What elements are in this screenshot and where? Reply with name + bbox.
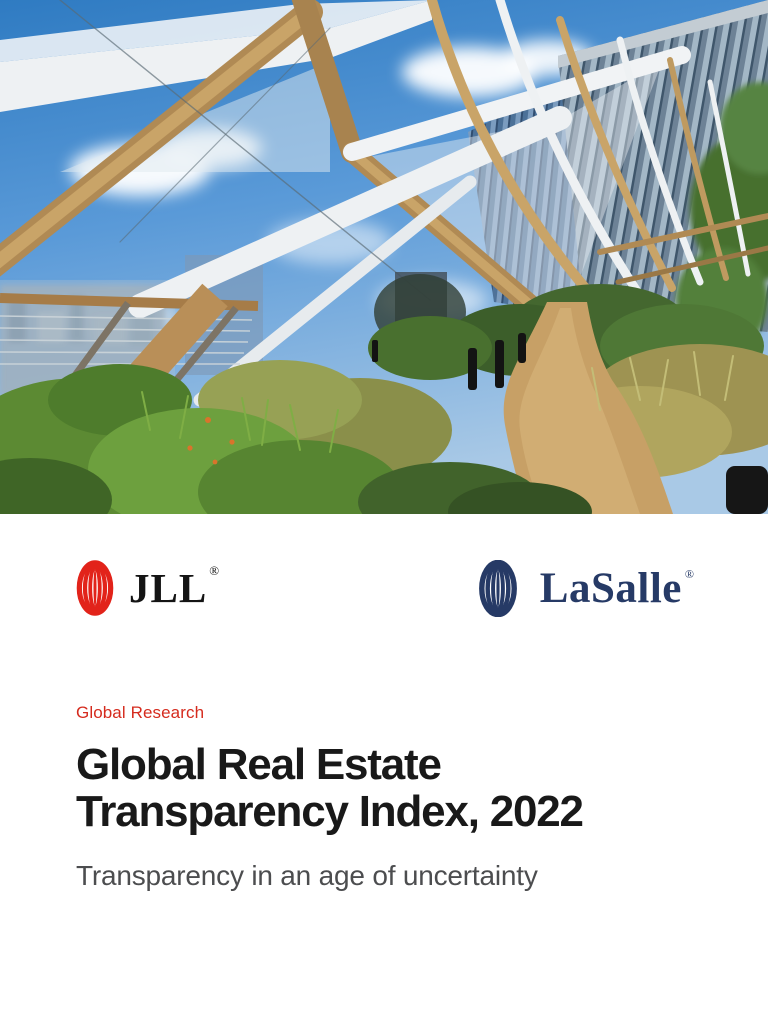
lasalle-logo: LaSalle ® [478,559,694,617]
page-title: Global Real Estate Transparency Index, 20… [76,740,584,836]
cover-photo [0,0,768,514]
eyebrow-label: Global Research [76,703,205,722]
subtitle: Transparency in an age of uncertainty [76,860,538,891]
bollard-lights [372,333,526,390]
logos-row: JLL ® LaSalle ® [76,557,694,619]
jll-logo: JLL ® [76,560,219,616]
jll-wordmark: JLL [129,564,208,611]
foreground-planting [0,351,734,514]
lasalle-rings-icon [478,559,517,617]
litter-bin [726,466,768,514]
page-title-line2: Transparency Index, 2022 [76,787,584,836]
orange-flowers [187,417,235,465]
jll-registered-mark: ® [209,563,220,578]
gravel-path [503,302,673,514]
jll-rings-icon [76,560,114,616]
cover-photo-illustration [0,0,768,514]
lasalle-registered-mark: ® [684,566,694,581]
timber-lattice-canopy [0,0,768,407]
lasalle-wordmark: LaSalle [539,564,682,612]
page-title-line1: Global Real Estate [76,740,442,789]
